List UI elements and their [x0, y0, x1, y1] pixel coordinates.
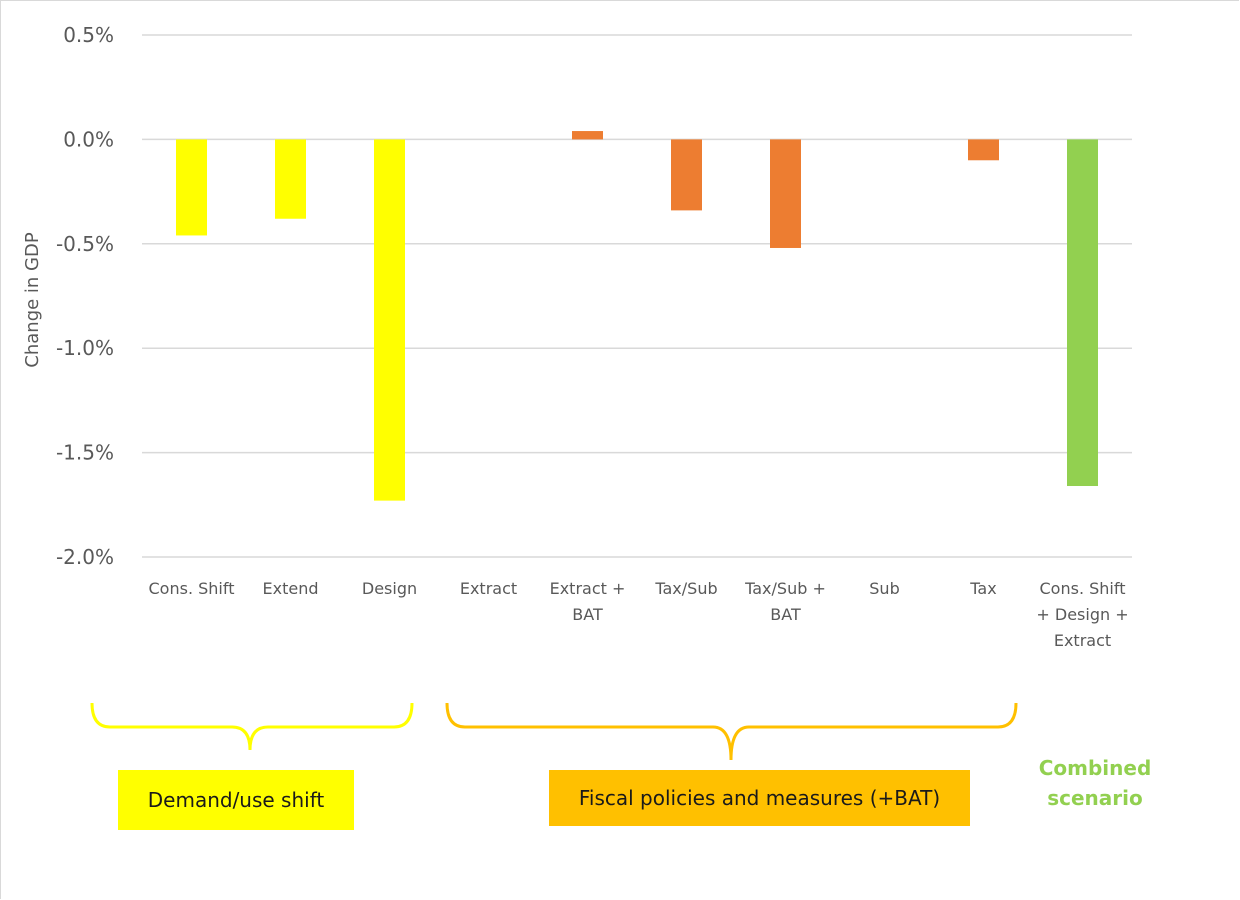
category-labels: Cons. Shift Extend Design Extract Extract + B… — [149, 579, 1129, 650]
category-label: Tax/Sub — [654, 579, 717, 598]
bar — [671, 139, 702, 211]
y-tick-labels: 0.5% 0.0% -0.5% -1.0% -1.5% -2.0% — [56, 23, 114, 569]
category-label: Tax/Sub + BAT — [744, 579, 826, 624]
bracket-demand — [90, 702, 414, 751]
y-tick-label: -2.0% — [56, 545, 114, 569]
y-tick-label: -0.5% — [56, 232, 114, 256]
y-tick-label: 0.5% — [63, 23, 114, 47]
group-combined-label: Combined scenario — [1038, 756, 1152, 810]
bar — [374, 139, 405, 501]
category-label: Cons. Shift — [149, 579, 235, 598]
bar — [176, 139, 207, 236]
y-tick-label: 0.0% — [63, 127, 114, 151]
bars — [176, 131, 1098, 501]
category-label: Tax — [969, 579, 996, 598]
bar — [572, 131, 603, 140]
bracket-fiscal — [445, 702, 1018, 761]
category-label: Extract + BAT — [550, 579, 626, 624]
category-label: Extend — [263, 579, 319, 598]
category-label: Sub — [869, 579, 899, 598]
bar — [275, 139, 306, 219]
category-label: Cons. Shift + Design + Extract — [1036, 579, 1128, 650]
y-axis-title: Change in GDP — [22, 232, 43, 368]
y-tick-label: -1.5% — [56, 441, 114, 465]
category-label: Extract — [460, 579, 517, 598]
category-label: Design — [362, 579, 417, 598]
gridlines — [142, 34, 1132, 558]
group-demand-label: Demand/use shift — [118, 770, 354, 830]
bar — [968, 139, 999, 161]
y-tick-label: -1.0% — [56, 336, 114, 360]
bar — [1067, 139, 1098, 487]
bar — [770, 139, 801, 248]
group-fiscal-label: Fiscal policies and measures (+BAT) — [549, 770, 970, 826]
